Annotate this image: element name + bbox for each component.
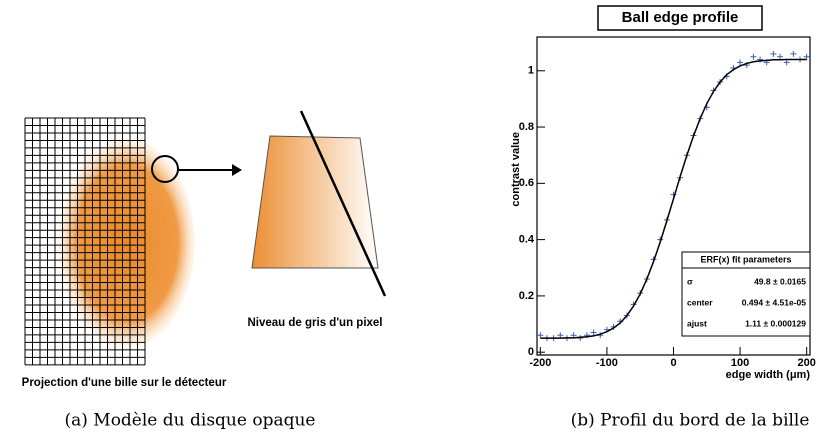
x-tick-label: -200 xyxy=(529,357,551,369)
pixel xyxy=(251,135,379,269)
stats-key: center xyxy=(687,297,713,307)
y-tick-label: 0.8 xyxy=(519,121,534,133)
y-tick-label: 0.2 xyxy=(519,290,534,302)
pixel-label: Niveau de gris d'un pixel xyxy=(247,317,382,329)
caption: (a) Modèle du disque opaque xyxy=(64,411,315,431)
fit-line xyxy=(540,58,807,339)
chart-title: Ball edge profile xyxy=(622,9,739,26)
data-point xyxy=(803,53,810,60)
chart: -200 -100 0 100 200 0 0.2 0.4 0.6 0.8 1 edge width … xyxy=(510,5,816,431)
title-box xyxy=(597,5,763,31)
x-axis-label: edge width (μm) xyxy=(726,369,811,381)
y-tick-label: 1 xyxy=(528,65,534,77)
y-tick-label: 0 xyxy=(528,346,534,358)
data-point xyxy=(537,332,544,339)
data-point xyxy=(783,59,790,66)
data-point xyxy=(750,53,757,60)
data-point xyxy=(557,332,564,339)
arrow-head xyxy=(232,164,242,176)
detector-grid xyxy=(24,117,146,366)
x-tick-label: 200 xyxy=(797,357,815,369)
stats-key: ajust xyxy=(687,318,707,328)
y-axis-label: contrast value xyxy=(510,132,522,207)
y-tick-label: 0.6 xyxy=(519,177,534,189)
x-tick-label: -100 xyxy=(596,357,618,369)
x-tick-label: 0 xyxy=(670,357,676,369)
caption: (b) Profil du bord de la bille xyxy=(571,411,810,431)
stats-key: σ xyxy=(687,276,693,286)
data-point xyxy=(737,59,744,66)
stats-value: 49.8 ± 0.0165 xyxy=(754,276,806,286)
x-tick-label: 100 xyxy=(731,357,749,369)
y-tick-label: 0.4 xyxy=(519,234,535,246)
edge-line xyxy=(299,110,387,297)
data-point xyxy=(770,50,777,57)
stats-title: ERF(x) fit parameters xyxy=(700,254,791,264)
data-point xyxy=(777,53,784,60)
stats-value: 1.11 ± 0.000129 xyxy=(745,318,806,328)
detector-label: Projection d'une bille sur le détecteur xyxy=(22,377,227,389)
stats-box xyxy=(681,251,811,337)
data-point xyxy=(590,329,597,336)
diagram: Niveau de gris d'un pixel Projection d'u… xyxy=(22,110,387,431)
data-point xyxy=(790,50,797,57)
stats-value: 0.494 ± 4.51e-05 xyxy=(742,297,806,307)
